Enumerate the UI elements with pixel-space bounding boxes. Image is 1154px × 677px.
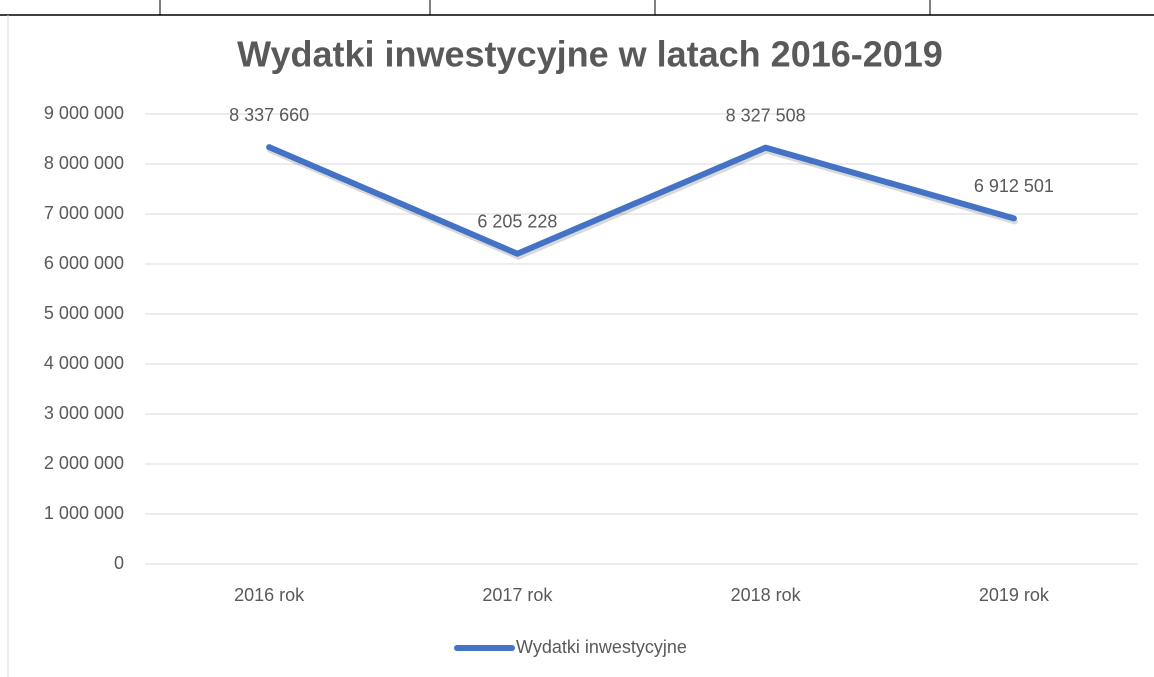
y-tick-label: 8 000 000: [44, 153, 124, 173]
y-tick-label: 9 000 000: [44, 103, 124, 123]
legend-label: Wydatki inwestycyjne: [516, 637, 687, 657]
data-label: 8 337 660: [229, 105, 309, 125]
x-tick-label: 2017 rok: [482, 585, 553, 605]
data-label: 6 205 228: [477, 211, 557, 231]
chart-title: Wydatki inwestycyjne w latach 2016-2019: [237, 34, 943, 75]
y-tick-label: 3 000 000: [44, 403, 124, 423]
y-tick-label: 4 000 000: [44, 353, 124, 373]
x-tick-label: 2018 rok: [731, 585, 802, 605]
y-tick-label: 7 000 000: [44, 203, 124, 223]
y-tick-label: 5 000 000: [44, 303, 124, 323]
data-line: [266, 144, 1017, 257]
y-tick-label: 0: [114, 553, 124, 573]
y-tick-label: 1 000 000: [44, 503, 124, 523]
y-tick-label: 6 000 000: [44, 253, 124, 273]
x-tick-label: 2019 rok: [979, 585, 1050, 605]
y-tick-label: 2 000 000: [44, 453, 124, 473]
data-label: 8 327 508: [726, 105, 806, 125]
x-tick-label: 2016 rok: [234, 585, 305, 605]
data-label: 6 912 501: [974, 176, 1054, 196]
